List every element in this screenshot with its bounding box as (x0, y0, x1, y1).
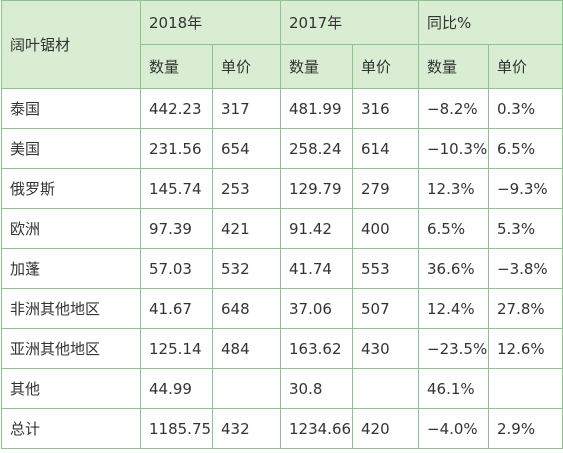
group-header: 2017年 (280, 0, 419, 45)
cell: 46.1% (418, 368, 489, 409)
cell (487, 368, 563, 409)
table-row: 加蓬 57.03 532 41.74 553 36.6% −3.8% (1, 248, 563, 289)
cell: 129.79 (280, 168, 353, 209)
cell: −23.5% (418, 328, 489, 369)
cell (212, 368, 281, 409)
cell: 648 (212, 288, 281, 329)
cell: 654 (212, 128, 281, 169)
row-label: 其他 (1, 368, 141, 409)
group-header: 同比% (417, 0, 563, 45)
table-row: 泰国 442.23 317 481.99 316 −8.2% 0.3% (1, 88, 563, 129)
cell: 12.6% (487, 328, 563, 369)
subheader: 数量 (418, 44, 489, 89)
cell: 421 (212, 208, 281, 249)
cell: 317 (212, 88, 281, 129)
table-body: 泰国 442.23 317 481.99 316 −8.2% 0.3% 美国 231.56 654… (1, 88, 563, 449)
cell: 484 (212, 328, 281, 369)
row-label: 欧洲 (1, 208, 141, 249)
cell: 614 (352, 128, 419, 169)
cell: 1234.66 (280, 408, 353, 449)
table-row: 非洲其他地区 41.67 648 37.06 507 12.4% 27.8% (1, 288, 563, 329)
cell (352, 368, 419, 409)
row-label: 美国 (1, 128, 141, 169)
cell: 2.9% (487, 408, 563, 449)
cell: 481.99 (280, 88, 353, 129)
cell: 400 (352, 208, 419, 249)
table-header: 阔叶锯材 2018年 2017年 同比% 数量 单价 数量 单价 数量 单价 (1, 0, 563, 89)
table-row: 美国 231.56 654 258.24 614 −10.3% 6.5% (1, 128, 563, 169)
cell: 6.5% (418, 208, 489, 249)
subheader: 数量 (280, 44, 353, 89)
cell: 420 (352, 408, 419, 449)
cell: 553 (352, 248, 419, 289)
cell: 41.74 (280, 248, 353, 289)
subheader-row: 数量 单价 数量 单价 数量 单价 (2, 44, 563, 89)
header-row: 阔叶锯材 2018年 2017年 同比% (1, 0, 563, 89)
cell: 5.3% (487, 208, 563, 249)
row-label: 非洲其他地区 (1, 288, 141, 329)
cell: 30.8 (280, 368, 353, 409)
row-label: 俄罗斯 (1, 168, 141, 209)
subheader: 单价 (352, 44, 419, 89)
cell: 44.99 (140, 368, 213, 409)
cell: 0.3% (487, 88, 563, 129)
group-header: 2018年 (140, 0, 281, 45)
cell: 57.03 (140, 248, 213, 289)
cell: 41.67 (140, 288, 213, 329)
cell: 430 (352, 328, 419, 369)
cell: 163.62 (280, 328, 353, 369)
cell: 12.4% (418, 288, 489, 329)
cell: 6.5% (487, 128, 563, 169)
table-row: 其他 44.99 30.8 46.1% (1, 368, 563, 409)
cell: 37.06 (280, 288, 353, 329)
cell: 532 (212, 248, 281, 289)
cell: 125.14 (140, 328, 213, 369)
corner-cell: 阔叶锯材 (1, 0, 141, 89)
cell: 507 (352, 288, 419, 329)
cell: 316 (352, 88, 419, 129)
cell: 253 (212, 168, 281, 209)
cell: −9.3% (487, 168, 563, 209)
table-row: 俄罗斯 145.74 253 129.79 279 12.3% −9.3% (1, 168, 563, 209)
cell: 1185.75 (140, 408, 213, 449)
cell: −10.3% (418, 128, 489, 169)
subheader: 单价 (212, 44, 281, 89)
table-row: 亚洲其他地区 125.14 484 163.62 430 −23.5% 12.6% (1, 328, 563, 369)
row-label: 泰国 (1, 88, 141, 129)
cell: 442.23 (140, 88, 213, 129)
cell: −3.8% (487, 248, 563, 289)
cell: −8.2% (418, 88, 489, 129)
cell: 231.56 (140, 128, 213, 169)
row-label: 加蓬 (1, 248, 141, 289)
subheader: 数量 (140, 44, 213, 89)
row-label: 总计 (1, 408, 141, 449)
cell: 145.74 (140, 168, 213, 209)
table-row: 欧洲 97.39 421 91.42 400 6.5% 5.3% (1, 208, 563, 249)
cell: 12.3% (418, 168, 489, 209)
cell: 36.6% (418, 248, 489, 289)
cell: 432 (212, 408, 281, 449)
cell: 91.42 (280, 208, 353, 249)
cell: −4.0% (418, 408, 489, 449)
cell: 258.24 (280, 128, 353, 169)
row-label: 亚洲其他地区 (1, 328, 141, 369)
table-row: 总计 1185.75 432 1234.66 420 −4.0% 2.9% (1, 408, 563, 449)
cell: 27.8% (487, 288, 563, 329)
cell: 279 (352, 168, 419, 209)
subheader: 单价 (487, 44, 563, 89)
cell: 97.39 (140, 208, 213, 249)
